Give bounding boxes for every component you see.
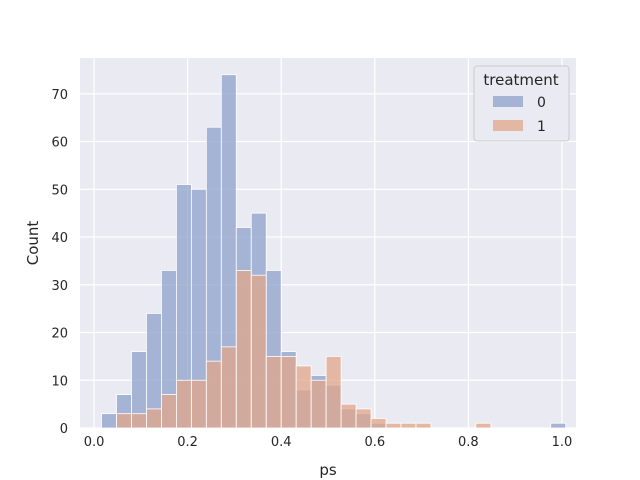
bar-series-1 xyxy=(340,403,357,429)
bar-series-1 xyxy=(175,379,192,429)
bar-series-1 xyxy=(161,394,177,429)
x-tick-label: 0.2 xyxy=(177,435,198,450)
bars xyxy=(101,74,567,429)
y-tick-label: 40 xyxy=(51,231,68,246)
bar-series-1 xyxy=(131,413,147,429)
bar-series-1 xyxy=(370,418,387,429)
bar-series-1 xyxy=(116,413,132,429)
bar-series-1 xyxy=(250,274,267,429)
legend-label-0: 0 xyxy=(537,95,546,111)
legend-swatch-0 xyxy=(493,96,523,107)
bar-series-1 xyxy=(190,379,207,429)
y-tick-label: 30 xyxy=(51,279,68,294)
y-tick-label: 70 xyxy=(51,88,68,103)
bar-series-1 xyxy=(235,270,252,429)
y-tick-label: 0 xyxy=(60,422,68,437)
bar-series-1 xyxy=(325,355,342,429)
x-tick-label: 0.8 xyxy=(458,435,479,450)
legend-title: treatment xyxy=(483,71,558,89)
bar-series-1 xyxy=(220,346,237,429)
bar-series-1 xyxy=(415,422,432,429)
bar-series-1 xyxy=(295,365,312,429)
bar-series-1 xyxy=(265,355,282,429)
bar-series-1 xyxy=(400,422,417,429)
legend-swatch-1 xyxy=(493,120,523,131)
bar-series-1 xyxy=(475,422,492,429)
y-tick-label: 50 xyxy=(51,183,68,198)
bar-series-0 xyxy=(101,413,117,429)
y-tick-label: 60 xyxy=(51,136,68,151)
x-tick-label: 0.0 xyxy=(84,435,105,450)
bar-series-1 xyxy=(355,408,372,429)
bar-series-1 xyxy=(205,360,222,429)
legend-label-1: 1 xyxy=(537,119,546,135)
x-axis-label: ps xyxy=(319,461,337,479)
x-tick-label: 1.0 xyxy=(552,435,573,450)
x-tick-label: 0.6 xyxy=(364,435,385,450)
bar-series-1 xyxy=(280,355,297,429)
y-axis-label: Count xyxy=(24,221,42,266)
bar-series-1 xyxy=(385,422,402,429)
legend: treatment 0 1 xyxy=(473,65,570,142)
bar-series-0 xyxy=(550,422,567,429)
bar-series-1 xyxy=(310,379,327,429)
y-tick-label: 20 xyxy=(51,327,68,342)
y-tick-label: 10 xyxy=(51,374,68,389)
x-tick-label: 0.4 xyxy=(271,435,292,450)
bar-series-1 xyxy=(146,408,162,429)
